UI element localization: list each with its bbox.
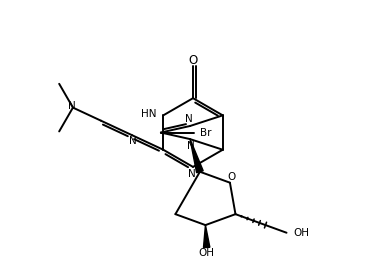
Text: N: N xyxy=(188,169,196,179)
Text: N: N xyxy=(188,141,195,151)
Text: Br: Br xyxy=(200,127,211,137)
Polygon shape xyxy=(190,139,203,173)
Text: OH: OH xyxy=(199,248,215,258)
Polygon shape xyxy=(203,225,210,248)
Text: N: N xyxy=(129,136,137,146)
Text: OH: OH xyxy=(293,228,309,238)
Text: O: O xyxy=(188,53,198,66)
Text: O: O xyxy=(227,172,235,182)
Text: N: N xyxy=(68,101,76,112)
Text: N: N xyxy=(185,114,193,124)
Text: HN: HN xyxy=(141,109,156,119)
